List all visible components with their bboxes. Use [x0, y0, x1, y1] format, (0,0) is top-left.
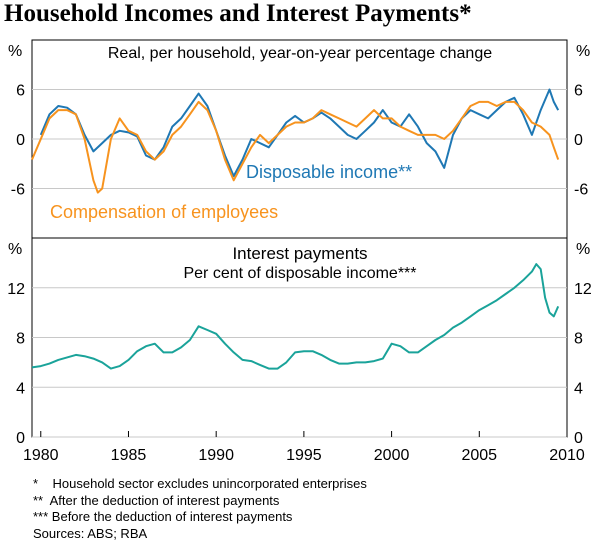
series-line: [31, 263, 560, 370]
y-tick-label-left: 0: [16, 132, 25, 149]
y-unit-label-right: %: [576, 43, 590, 60]
y-unit-label-left: %: [8, 241, 22, 258]
axis-labels: -6 -6 0 0 6 6% % 0 0 4 4 8 8 12 12% % 1980 1985 1990 1995 20…: [7, 43, 592, 464]
series-line: [31, 100, 560, 194]
bottom-panel-subtitle: Per cent of disposable income***: [183, 265, 416, 282]
footnote-2: ** After the deduction of interest payme…: [33, 492, 280, 508]
y-tick-label-right: 0: [574, 430, 583, 447]
footnote-1: * Household sector excludes unincorporat…: [33, 476, 367, 491]
footnote-3: *** Before the deduction of interest pay…: [33, 509, 293, 524]
y-unit-label-right: %: [576, 241, 590, 258]
y-tick-label-right: 4: [574, 380, 583, 397]
footnotes: * Household sector excludes unincorporat…: [33, 476, 367, 542]
y-tick-label-left: 4: [16, 380, 25, 397]
x-tick-label: 1980: [23, 447, 59, 464]
series-lines: [31, 88, 560, 370]
bottom-panel-title: Interest payments: [232, 244, 367, 263]
x-tick-label: 1990: [198, 447, 234, 464]
panel-texts: Real, per household, year-on-year percen…: [50, 45, 492, 282]
y-tick-label-left: 8: [16, 331, 25, 348]
y-tick-label-left: 6: [16, 83, 25, 100]
y-tick-label-left: -6: [11, 182, 25, 199]
y-tick-label-right: -6: [574, 182, 588, 199]
x-tick-label: 2010: [549, 447, 585, 464]
compensation-label: Compensation of employees: [50, 202, 278, 222]
y-tick-label-right: 0: [574, 132, 583, 149]
x-tick-label: 2000: [374, 447, 410, 464]
y-tick-label-right: 8: [574, 331, 583, 348]
x-tick-label: 1985: [111, 447, 147, 464]
x-tick-label: 2005: [461, 447, 497, 464]
x-tick-label: 1995: [286, 447, 322, 464]
disposable-income-label: Disposable income**: [246, 162, 412, 182]
top-panel-subtitle: Real, per household, year-on-year percen…: [108, 45, 492, 62]
y-tick-label-right: 6: [574, 83, 583, 100]
sources-note: Sources: ABS; RBA: [33, 525, 148, 541]
y-unit-label-left: %: [8, 43, 22, 60]
y-tick-label-right: 12: [574, 281, 592, 298]
chart-title: Household Incomes and Interest Payments*: [4, 0, 472, 27]
y-tick-label-left: 0: [16, 430, 25, 447]
y-tick-label-left: 12: [7, 281, 25, 298]
chart-frames: [31, 39, 568, 438]
gridlines: [32, 89, 567, 438]
